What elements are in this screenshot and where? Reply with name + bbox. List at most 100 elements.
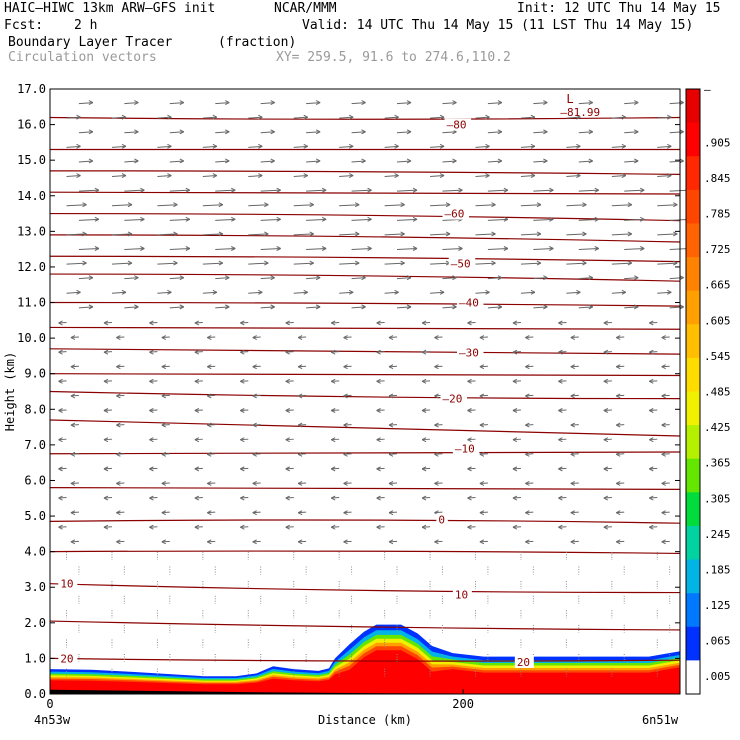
circulation-vector [578,158,594,164]
circulation-vector [616,481,625,486]
circulation-vector [343,422,352,428]
circulation-vector [487,216,509,222]
circulation-vector [611,202,633,208]
circulation-vector [388,539,398,545]
circulation-vector [78,129,94,135]
circulation-vector [103,320,112,326]
circulation-vector [396,187,418,193]
circulation-vector [111,143,127,149]
circulation-vector [161,510,170,516]
circulation-vector [467,466,476,472]
circulation-vector [475,173,490,178]
circulation-vector [388,422,398,428]
circulation-vector [293,289,308,295]
circulation-vector [479,510,488,516]
circulation-vector [388,393,398,399]
circulation-vector [661,451,670,457]
circulation-vector [376,408,385,413]
circulation-vector [202,143,218,149]
circulation-vector [649,524,658,530]
circulation-vector [479,539,488,545]
circulation-vector [533,158,548,164]
circulation-vector [657,143,672,149]
xy-coords: XY= 259.5, 91.6 to 274.6,110.2 [276,50,511,65]
circulation-vector [376,349,385,355]
circulation-vector [306,216,327,222]
circulation-vector [58,437,67,443]
circulation-vector [215,304,230,310]
colorbar-swatch [686,324,700,359]
circulation-vector [157,231,178,237]
circulation-vector [487,129,503,135]
circulation-vector [661,393,670,399]
circulation-vector [487,158,503,164]
circulation-vector [421,349,431,355]
circulation-vector [240,495,249,501]
circulation-vector [434,335,443,340]
circulation-vector [215,100,230,106]
isotherm-0 [49,116,681,120]
circulation-vector [285,378,294,384]
circulation-vector [376,320,385,326]
circulation-vector [103,495,112,501]
circulation-vector [388,451,398,457]
circulation-vector [78,158,94,164]
circulation-vector [252,510,261,516]
circulation-vector [475,202,496,208]
circulation-vector [578,275,594,281]
y-tick-label: 10.0 [17,331,46,345]
circulation-vector [202,173,218,178]
y-tick-label: 11.0 [17,296,46,310]
circulation-vector [157,289,172,295]
circulation-vector [533,304,548,310]
circulation-vector [343,451,352,457]
circulation-vector [194,408,203,413]
colorbar-swatch [686,593,700,628]
circulation-vector [558,349,567,355]
low-marker-value: –81.99 [560,106,600,119]
isotherm-4 [49,212,681,222]
isotherm-14 [49,451,681,455]
circulation-vector [330,495,340,501]
circulation-vector [384,143,399,149]
colorbar-label: .845 [704,172,731,185]
center-label: NCAR/MMM [274,1,337,16]
circulation-vector [330,437,340,443]
circulation-vector [649,349,658,355]
circulation-vector [533,246,554,251]
circulation-vector [116,393,125,399]
circulation-vector [570,335,579,340]
circulation-vector [487,246,509,251]
isotherm-label-bg [58,577,78,590]
colorbar-label: .905 [704,136,731,149]
y-tick-label: 4.0 [24,545,46,559]
circulation-vector [194,524,203,530]
circulation-vector [202,260,224,266]
circulation-vector [103,408,112,413]
circulation-vector [297,422,307,428]
circulation-vector [603,320,612,326]
circulation-vector [351,129,366,135]
circulation-vector [66,143,81,149]
isotherm-label: 20 [517,656,530,669]
circulation-vector [343,539,352,545]
circulation-vector [396,100,412,106]
circulation-vector [58,524,67,530]
isotherm-19 [49,620,681,631]
circulation-vector [475,143,490,149]
circulation-vector [351,100,366,106]
circulation-vector [103,466,112,472]
circulation-vector [202,202,224,208]
isotherm-17 [49,550,681,555]
circulation-vector [624,246,645,251]
circulation-vector [116,364,125,370]
circulation-vector [351,158,366,164]
isotherm-label: –10 [455,442,475,455]
circulation-vector [661,481,670,486]
circulation-vector [657,202,678,208]
circulation-vector [611,260,633,266]
circulation-vector [442,158,457,164]
circulation-vector [467,524,476,530]
circulation-vector [149,466,158,472]
circulation-vector [124,100,139,106]
